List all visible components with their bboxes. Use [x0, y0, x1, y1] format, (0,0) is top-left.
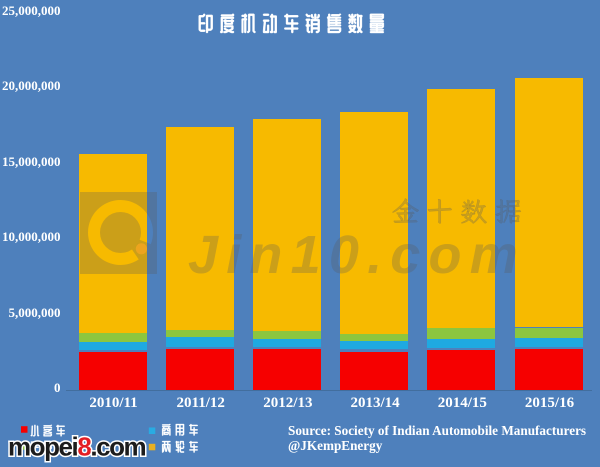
svg-text:mopei8.com: mopei8.com: [8, 432, 146, 462]
svg-text:Jin10.com: Jin10.com: [188, 225, 526, 285]
